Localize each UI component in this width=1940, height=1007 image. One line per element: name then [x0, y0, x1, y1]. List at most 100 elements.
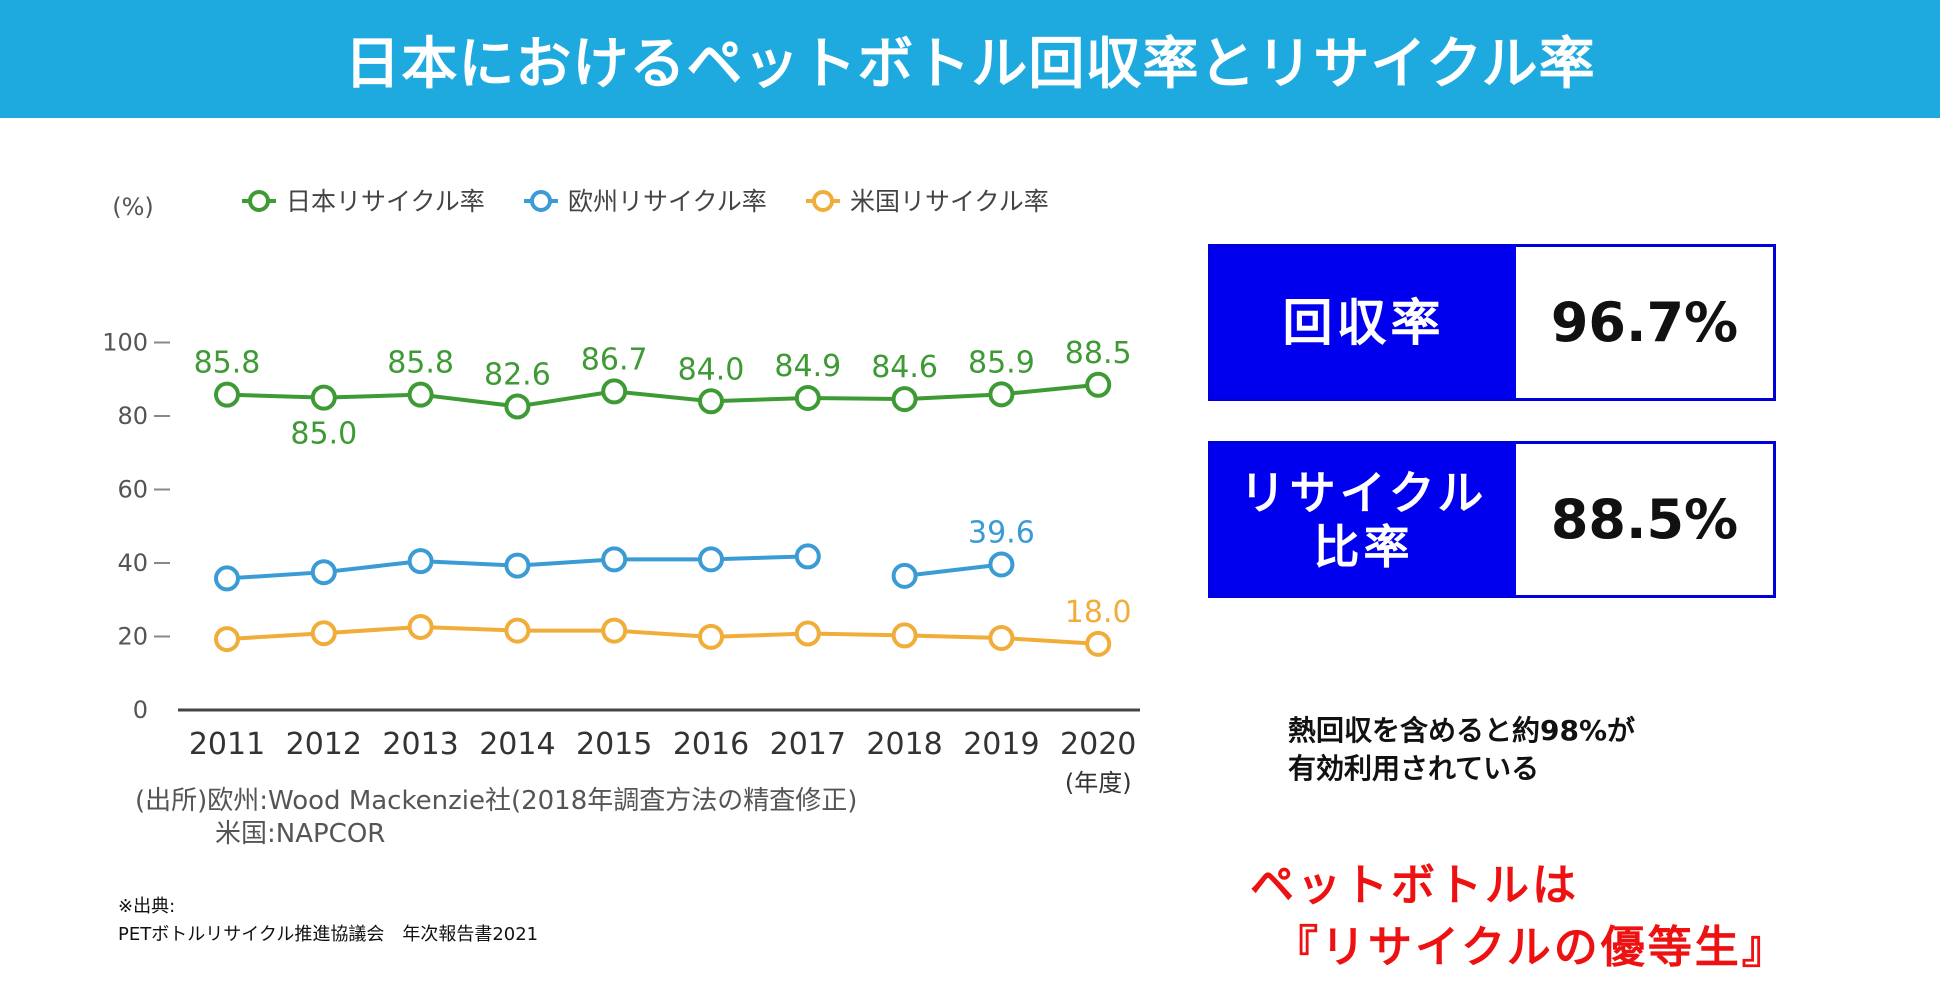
data-label: 85.0: [290, 417, 357, 452]
series-line-segment: [614, 628, 712, 639]
x-tick-label: 2018: [866, 727, 942, 762]
page-title: 日本におけるペットボトル回収率とリサイクル率: [344, 31, 1596, 97]
data-point: [214, 626, 240, 653]
data-label: 39.6: [968, 515, 1035, 550]
y-tick-label: 0: [133, 696, 148, 724]
slogan-line-2: 『リサイクルの優等生』: [1274, 922, 1789, 973]
series-line-segment: [1001, 635, 1099, 646]
series-line-segment: [904, 633, 1002, 640]
series-line-segment: [710, 395, 808, 404]
series-line-segment: [420, 624, 518, 633]
data-label: 85.9: [968, 345, 1035, 380]
series-line-segment: [226, 631, 324, 642]
data-point: [601, 546, 628, 573]
recycle-ratio-label-line-2: 比率: [1313, 519, 1414, 574]
data-point: [407, 381, 434, 408]
recycle-ratio-label: リサイクル 比率: [1211, 444, 1516, 595]
legend-label: 米国リサイクル率: [850, 187, 1049, 216]
recovery-rate-label: 回収率: [1211, 247, 1516, 398]
data-label: 86.7: [581, 342, 648, 377]
recycle-ratio-box: リサイクル 比率 88.5%: [1208, 441, 1776, 598]
data-point: [214, 565, 240, 592]
source-note-line-1: (出所)欧州:Wood Mackenzie社(2018年調査方法の精査修正): [135, 786, 858, 816]
data-point: [794, 620, 821, 647]
data-point: [504, 393, 531, 420]
data-point: [891, 622, 918, 649]
data-label: 84.9: [774, 349, 841, 384]
data-point: [504, 552, 531, 579]
note-line-2: 有効利用されている: [1288, 752, 1540, 785]
thermal-recovery-note: 熱回収を含めると約98%が 有効利用されている: [1288, 712, 1635, 788]
data-point: [698, 546, 724, 573]
data-point: [310, 559, 337, 586]
x-tick-label: 2017: [770, 727, 846, 762]
series-line-segment: [323, 624, 421, 636]
data-label: 84.6: [871, 350, 938, 385]
data-label: 82.6: [484, 357, 551, 392]
series-line-segment: [226, 570, 324, 581]
series-line-segment: [1001, 382, 1099, 397]
y-tick-label: 40: [117, 549, 148, 577]
data-point: [891, 386, 918, 413]
series-line-segment: [323, 392, 421, 400]
data-point: [891, 562, 918, 589]
data-label: 85.8: [387, 346, 454, 381]
chart-source-note: (出所)欧州:Wood Mackenzie社(2018年調査方法の精査修正) 米…: [135, 785, 857, 851]
x-tick-label: 2012: [286, 727, 362, 762]
data-point: [1085, 630, 1112, 657]
x-tick-label: 2014: [479, 727, 555, 762]
y-tick-label: 60: [117, 476, 148, 504]
legend-marker: [530, 190, 552, 212]
y-tick-label: 20: [117, 623, 148, 651]
source-note-line-2: 米国:NAPCOR: [215, 819, 386, 849]
series-line-segment: [904, 392, 1002, 402]
data-point: [504, 617, 531, 644]
x-tick-label: 2019: [963, 727, 1039, 762]
data-point: [698, 623, 724, 650]
y-tick-label: 80: [117, 402, 148, 430]
data-point: [407, 548, 434, 575]
data-point: [988, 551, 1015, 578]
legend-label: 欧州リサイクル率: [568, 187, 767, 216]
slogan: ペットボトルは 『リサイクルの優等生』: [1250, 855, 1789, 979]
data-label: 84.0: [678, 352, 745, 387]
recycle-ratio-value: 88.5%: [1550, 488, 1739, 551]
series-line-segment: [226, 392, 324, 400]
citation: ※出典: PETボトルリサイクル推進協議会 年次報告書2021: [118, 893, 538, 949]
data-label: 85.8: [194, 346, 261, 381]
series-line-segment: [517, 557, 615, 568]
data-point: [988, 381, 1015, 408]
line-chart: (%) 0 20 40 60 80 100 2011 2012 2013 2014 2015 2016 2…: [102, 187, 1140, 797]
data-label: 18.0: [1065, 595, 1132, 630]
data-point: [214, 381, 240, 408]
data-label: 88.5: [1065, 336, 1132, 371]
recycle-ratio-label-line-1: リサイクル: [1239, 465, 1488, 520]
series-line-segment: [710, 554, 808, 562]
x-axis-label: (年度): [1065, 769, 1132, 797]
data-point: [988, 624, 1015, 651]
series-line-segment: [613, 389, 712, 404]
series-line-segment: [420, 559, 518, 568]
x-tick-label: 2020: [1060, 727, 1136, 762]
series-line-segment: [807, 395, 905, 402]
data-point: [601, 378, 628, 405]
data-point: [698, 388, 724, 415]
legend-marker: [248, 190, 270, 212]
citation-line-2: PETボトルリサイクル推進協議会 年次報告書2021: [118, 924, 539, 945]
data-point: [407, 613, 434, 640]
data-point: [310, 620, 337, 647]
x-tick-label: 2016: [673, 727, 749, 762]
series-line-segment: [904, 562, 1002, 578]
y-tick-label: 100: [102, 329, 148, 357]
legend-label: 日本リサイクル率: [286, 187, 485, 216]
series-line-segment: [807, 631, 905, 638]
title-bar: 日本におけるペットボトル回収率とリサイクル率: [0, 0, 1940, 118]
data-point: [1085, 371, 1112, 398]
x-tick-label: 2013: [382, 727, 458, 762]
data-point: [310, 384, 337, 411]
recovery-rate-value: 96.7%: [1550, 291, 1739, 354]
x-tick-label: 2011: [189, 727, 265, 762]
legend-marker: [812, 190, 834, 212]
data-point: [794, 543, 821, 570]
